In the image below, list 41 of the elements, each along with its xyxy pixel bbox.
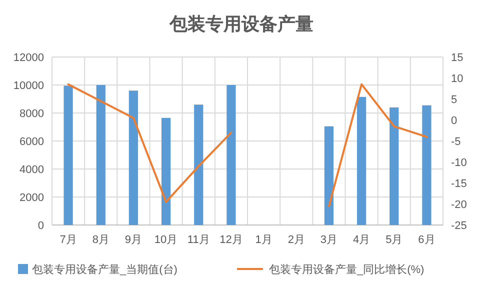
x-tick-label: 6月: [418, 234, 436, 246]
bar: [422, 105, 432, 225]
bar: [324, 126, 334, 225]
x-tick-label: 11月: [187, 234, 210, 246]
bar: [128, 90, 138, 225]
y2-tick-label: 10: [451, 73, 464, 85]
y2-tick-label: -20: [451, 199, 467, 211]
y-tick-label: 12000: [13, 52, 44, 64]
y2-tick-label: -15: [451, 178, 467, 190]
y-tick-label: 0: [38, 220, 44, 232]
bar: [390, 107, 399, 225]
x-tick-label: 4月: [352, 234, 370, 246]
bar: [226, 85, 236, 225]
y2-tick-label: -10: [451, 157, 467, 169]
y-tick-label: 10000: [13, 80, 44, 92]
bar: [356, 96, 366, 225]
y-tick-label: 6000: [20, 136, 44, 148]
y2-tick-label: 0: [451, 115, 458, 127]
bar: [194, 104, 204, 225]
y-tick-label: 2000: [20, 192, 44, 204]
x-tick-label: 2月: [288, 234, 305, 246]
x-tick-label: 3月: [320, 234, 338, 246]
bar: [96, 85, 106, 225]
x-tick-label: 1月: [255, 234, 272, 246]
x-tick-label: 10月: [154, 234, 178, 246]
y-tick-label: 8000: [20, 108, 44, 120]
x-tick-label: 9月: [124, 234, 142, 246]
x-tick-label: 5月: [386, 234, 403, 246]
bar: [64, 86, 73, 225]
x-tick-label: 7月: [60, 234, 77, 246]
bar: [161, 118, 171, 225]
y2-tick-label: 15: [451, 52, 464, 64]
y2-tick-label: -5: [451, 136, 461, 148]
y-tick-label: 4000: [20, 164, 44, 176]
y2-tick-label: 5: [451, 94, 458, 106]
legend-label: 包装专用设备产量_同比增长(%): [269, 263, 424, 276]
legend-label: 包装专用设备产量_当期值(台): [32, 263, 178, 276]
x-tick-label: 12月: [220, 234, 243, 246]
x-tick-label: 8月: [92, 234, 110, 246]
chart-title: 包装专用设备产量: [168, 14, 314, 34]
y2-tick-label: -25: [451, 220, 467, 232]
